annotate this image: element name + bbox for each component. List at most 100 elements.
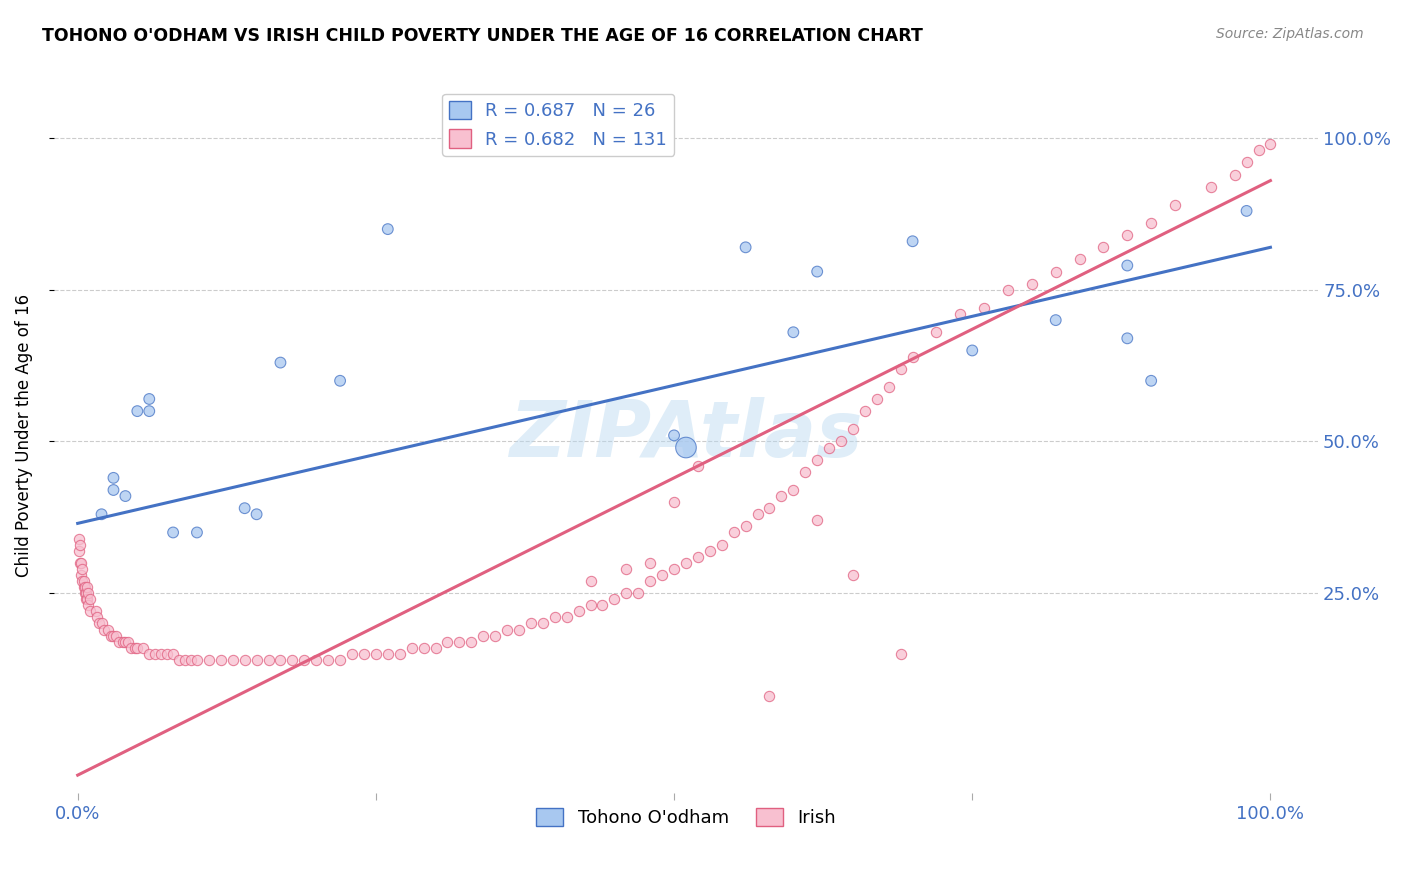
Irish — [67, 543, 90, 558]
Irish — [568, 604, 591, 618]
Tohono O'odham — [901, 234, 924, 248]
Irish — [842, 422, 865, 436]
Irish — [269, 653, 291, 667]
Irish — [734, 519, 756, 533]
Irish — [76, 580, 98, 594]
Irish — [246, 653, 269, 667]
Irish — [156, 647, 179, 661]
Tohono O'odham — [675, 441, 697, 455]
Irish — [86, 610, 108, 624]
Irish — [508, 623, 530, 637]
Irish — [305, 653, 328, 667]
Irish — [579, 574, 602, 588]
Tohono O'odham — [162, 525, 184, 540]
Tohono O'odham — [960, 343, 983, 358]
Irish — [472, 629, 495, 643]
Tohono O'odham — [806, 264, 828, 278]
Irish — [890, 361, 912, 376]
Irish — [949, 307, 972, 321]
Irish — [79, 592, 101, 607]
Irish — [69, 538, 91, 552]
Irish — [111, 634, 134, 648]
Irish — [73, 586, 96, 600]
Irish — [1021, 277, 1043, 291]
Irish — [75, 586, 97, 600]
Irish — [73, 580, 96, 594]
Irish — [925, 325, 948, 339]
Irish — [72, 574, 94, 588]
Tohono O'odham — [1116, 331, 1139, 345]
Irish — [520, 616, 543, 631]
Irish — [114, 634, 136, 648]
Irish — [531, 616, 554, 631]
Irish — [209, 653, 232, 667]
Irish — [84, 604, 107, 618]
Irish — [77, 599, 100, 613]
Irish — [70, 556, 93, 570]
Irish — [699, 543, 721, 558]
Irish — [806, 452, 828, 467]
Irish — [1223, 168, 1246, 182]
Irish — [614, 586, 637, 600]
Tohono O'odham — [734, 240, 756, 254]
Irish — [257, 653, 280, 667]
Irish — [1116, 228, 1139, 243]
Irish — [79, 604, 101, 618]
Tohono O'odham — [1116, 259, 1139, 273]
Irish — [675, 556, 697, 570]
Irish — [67, 532, 90, 546]
Irish — [1069, 252, 1091, 267]
Irish — [138, 647, 160, 661]
Tohono O'odham — [782, 325, 804, 339]
Tohono O'odham — [127, 404, 149, 418]
Irish — [782, 483, 804, 497]
Irish — [638, 574, 661, 588]
Irish — [866, 392, 889, 406]
Irish — [222, 653, 245, 667]
Text: Source: ZipAtlas.com: Source: ZipAtlas.com — [1216, 27, 1364, 41]
Tohono O'odham — [233, 501, 256, 516]
Irish — [436, 634, 458, 648]
Tohono O'odham — [662, 428, 685, 442]
Irish — [496, 623, 519, 637]
Irish — [901, 350, 924, 364]
Irish — [143, 647, 166, 661]
Tohono O'odham — [90, 508, 112, 522]
Irish — [686, 458, 709, 473]
Irish — [120, 640, 142, 655]
Tohono O'odham — [138, 404, 160, 418]
Irish — [124, 640, 146, 655]
Irish — [842, 568, 865, 582]
Irish — [72, 574, 94, 588]
Irish — [77, 586, 100, 600]
Text: ZIPAtlas: ZIPAtlas — [509, 398, 863, 474]
Irish — [198, 653, 221, 667]
Irish — [76, 592, 98, 607]
Irish — [167, 653, 190, 667]
Irish — [1260, 137, 1282, 152]
Irish — [150, 647, 173, 661]
Irish — [614, 562, 637, 576]
Tohono O'odham — [246, 508, 269, 522]
Tohono O'odham — [1140, 374, 1163, 388]
Irish — [890, 647, 912, 661]
Irish — [1092, 240, 1115, 254]
Tohono O'odham — [103, 471, 125, 485]
Tohono O'odham — [1045, 313, 1067, 327]
Irish — [853, 404, 876, 418]
Irish — [329, 653, 352, 667]
Irish — [108, 634, 131, 648]
Irish — [69, 556, 91, 570]
Irish — [544, 610, 567, 624]
Tohono O'odham — [377, 222, 399, 236]
Text: TOHONO O'ODHAM VS IRISH CHILD POVERTY UNDER THE AGE OF 16 CORRELATION CHART: TOHONO O'ODHAM VS IRISH CHILD POVERTY UN… — [42, 27, 924, 45]
Irish — [997, 283, 1019, 297]
Irish — [449, 634, 471, 648]
Irish — [104, 629, 127, 643]
Irish — [794, 465, 817, 479]
Irish — [316, 653, 339, 667]
Irish — [90, 616, 112, 631]
Irish — [638, 556, 661, 570]
Irish — [233, 653, 256, 667]
Irish — [758, 501, 780, 516]
